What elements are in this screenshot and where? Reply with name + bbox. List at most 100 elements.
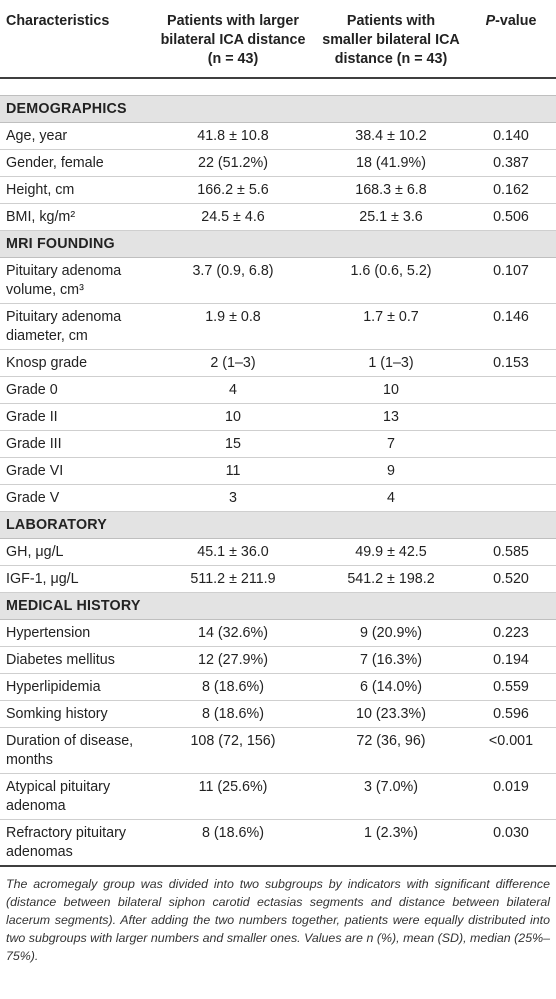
smaller-value: 9 (316, 457, 466, 485)
larger-value: 11 (150, 457, 316, 485)
larger-value: 12 (27.9%) (150, 646, 316, 674)
larger-value: 24.5 ± 4.6 (150, 203, 316, 231)
smaller-value: 7 (316, 430, 466, 458)
row-label: Gender, female (0, 149, 150, 177)
spacer-cell (0, 78, 556, 96)
table-row: IGF-1, μg/L 511.2 ± 211.9 541.2 ± 198.2 0.5… (0, 565, 556, 593)
smaller-value: 1.7 ± 0.7 (316, 303, 466, 350)
smaller-value: 13 (316, 403, 466, 431)
section-title: MRI FOUNDING (0, 230, 556, 258)
table-row: Duration of disease, months 108 (72, 156)… (0, 727, 556, 774)
smaller-value: 10 (23.3%) (316, 700, 466, 728)
larger-value: 2 (1–3) (150, 349, 316, 377)
larger-value: 108 (72, 156) (150, 727, 316, 774)
smaller-value: 49.9 ± 42.5 (316, 538, 466, 566)
header-p-italic: P (485, 13, 496, 29)
larger-value: 8 (18.6%) (150, 700, 316, 728)
p-value: 0.019 (466, 773, 556, 820)
p-value: 0.107 (466, 257, 556, 304)
p-value: 0.162 (466, 176, 556, 204)
p-value: 0.146 (466, 303, 556, 350)
table-row: Age, year 41.8 ± 10.8 38.4 ± 10.2 0.140 (0, 122, 556, 150)
table-row: Refractory pituitary adenomas 8 (18.6%) 1 … (0, 819, 556, 867)
larger-value: 22 (51.2%) (150, 149, 316, 177)
smaller-value: 1.6 (0.6, 5.2) (316, 257, 466, 304)
header-row: Characteristics Patients with larger bil… (0, 0, 556, 79)
p-value: 0.520 (466, 565, 556, 593)
larger-value: 1.9 ± 0.8 (150, 303, 316, 350)
p-value (466, 484, 556, 512)
section-header: DEMOGRAPHICS (0, 95, 556, 123)
smaller-value: 4 (316, 484, 466, 512)
p-value: 0.153 (466, 349, 556, 377)
row-label: Duration of disease, months (0, 727, 150, 774)
p-value (466, 457, 556, 485)
p-value: 0.596 (466, 700, 556, 728)
p-value: 0.506 (466, 203, 556, 231)
smaller-value: 6 (14.0%) (316, 673, 466, 701)
smaller-value: 25.1 ± 3.6 (316, 203, 466, 231)
p-value: 0.585 (466, 538, 556, 566)
table-row: Grade III 15 7 (0, 430, 556, 458)
table-row: Grade VI 11 9 (0, 457, 556, 485)
smaller-value: 18 (41.9%) (316, 149, 466, 177)
smaller-value: 10 (316, 376, 466, 404)
smaller-value: 38.4 ± 10.2 (316, 122, 466, 150)
row-label: BMI, kg/m² (0, 203, 150, 231)
larger-value: 511.2 ± 211.9 (150, 565, 316, 593)
section-title: LABORATORY (0, 511, 556, 539)
table-row: Grade II 10 13 (0, 403, 556, 431)
header-larger-distance: Patients with larger bilateral ICA dista… (150, 0, 316, 79)
row-label: Grade VI (0, 457, 150, 485)
row-label: Atypical pituitary adenoma (0, 773, 150, 820)
table-body: DEMOGRAPHICS Age, year 41.8 ± 10.8 38.4 ± 1… (0, 78, 556, 867)
characteristics-table: Characteristics Patients with larger bil… (0, 0, 556, 867)
p-value: 0.030 (466, 819, 556, 867)
row-label: Refractory pituitary adenomas (0, 819, 150, 867)
larger-value: 15 (150, 430, 316, 458)
p-value: 0.223 (466, 619, 556, 647)
header-spacer (0, 78, 556, 96)
table-row: Height, cm 166.2 ± 5.6 168.3 ± 6.8 0.162 (0, 176, 556, 204)
p-value (466, 376, 556, 404)
table-row: Hyperlipidemia 8 (18.6%) 6 (14.0%) 0.559 (0, 673, 556, 701)
row-label: Pituitary adenoma diameter, cm (0, 303, 150, 350)
section-header: LABORATORY (0, 511, 556, 539)
table-row: Knosp grade 2 (1–3) 1 (1–3) 0.153 (0, 349, 556, 377)
p-value: <0.001 (466, 727, 556, 774)
p-value (466, 430, 556, 458)
row-label: Age, year (0, 122, 150, 150)
smaller-value: 1 (1–3) (316, 349, 466, 377)
row-label: Grade II (0, 403, 150, 431)
p-value: 0.194 (466, 646, 556, 674)
larger-value: 8 (18.6%) (150, 673, 316, 701)
larger-value: 3.7 (0.9, 6.8) (150, 257, 316, 304)
row-label: Grade V (0, 484, 150, 512)
row-label: GH, μg/L (0, 538, 150, 566)
larger-value: 166.2 ± 5.6 (150, 176, 316, 204)
table-footnote: The acromegaly group was divided into tw… (6, 877, 550, 963)
table-row: Gender, female 22 (51.2%) 18 (41.9%) 0.387 (0, 149, 556, 177)
p-value: 0.387 (466, 149, 556, 177)
row-label: Grade III (0, 430, 150, 458)
row-label: Diabetes mellitus (0, 646, 150, 674)
p-value (466, 403, 556, 431)
p-value: 0.559 (466, 673, 556, 701)
row-label: Height, cm (0, 176, 150, 204)
table-row: Pituitary adenoma volume, cm³ 3.7 (0.9, 6… (0, 257, 556, 304)
section-header: MRI FOUNDING (0, 230, 556, 258)
row-label: Somking history (0, 700, 150, 728)
table-row: BMI, kg/m² 24.5 ± 4.6 25.1 ± 3.6 0.506 (0, 203, 556, 231)
table-row: Hypertension 14 (32.6%) 9 (20.9%) 0.223 (0, 619, 556, 647)
larger-value: 11 (25.6%) (150, 773, 316, 820)
header-p-rest: -value (495, 13, 537, 29)
section-title: DEMOGRAPHICS (0, 95, 556, 123)
table-figure: Characteristics Patients with larger bil… (0, 0, 556, 963)
table-row: Pituitary adenoma diameter, cm 1.9 ± 0.8 1… (0, 303, 556, 350)
section-header: MEDICAL HISTORY (0, 592, 556, 620)
smaller-value: 3 (7.0%) (316, 773, 466, 820)
larger-value: 41.8 ± 10.8 (150, 122, 316, 150)
row-label: Grade 0 (0, 376, 150, 404)
larger-value: 45.1 ± 36.0 (150, 538, 316, 566)
